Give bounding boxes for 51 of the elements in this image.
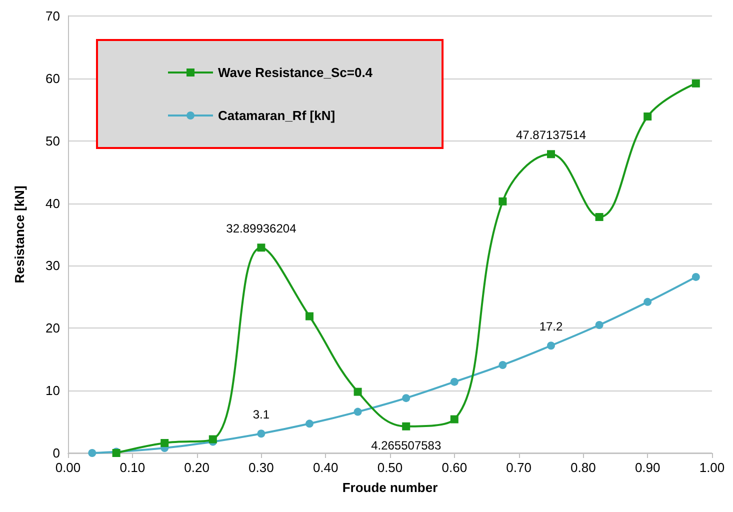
x-tick-label: 0.00 [55,460,81,475]
x-tick-label: 0.10 [120,460,146,475]
x-tick-label: 0.90 [634,460,660,475]
y-tick-label: 60 [46,70,60,86]
y-axis-title: Resistance [kN] [12,186,27,284]
x-tick-label: 0.60 [442,460,468,475]
point [644,298,652,306]
point [402,394,410,402]
y-tick-label: 0 [52,446,60,460]
point [692,79,700,88]
point [257,430,266,438]
point [450,378,458,386]
x-tick-label: 0.80 [570,460,596,475]
point [547,342,555,350]
point [306,312,314,320]
data-label: 17.2 [539,320,563,334]
point [257,244,266,252]
y-tick-label: 70 [46,8,60,24]
data-label: 4.265507583 [371,438,442,452]
y-tick-label: 10 [46,383,60,398]
point [88,449,96,457]
x-tick-label: 0.20 [184,460,210,475]
data-label: 3.1 [252,408,270,422]
point [595,213,604,222]
point [402,422,410,430]
x-tick-label: 1.00 [699,460,725,475]
x-axis-title: Froude number [342,480,438,495]
y-tick-label: 50 [46,133,60,148]
data-label: 32.89936204 [226,222,297,236]
data-label: 47.87137514 [516,128,586,142]
legend-label: Catamaran_Rf [kN] [218,108,336,123]
y-tick-label: 40 [46,196,60,211]
point [354,388,362,396]
point [450,415,458,424]
x-tick-label: 0.50 [377,460,403,475]
y-tick-label: 30 [46,258,60,274]
point [160,439,169,448]
y-tick-label: 20 [46,320,60,336]
point [306,420,314,428]
point [644,112,652,121]
point [498,197,507,206]
point [208,435,217,444]
point [547,150,555,158]
point [595,321,604,330]
x-tick-label: 0.30 [248,460,274,475]
legend-label: Wave Resistance_Sc=0.4 [218,65,374,80]
point [354,408,362,416]
x-tick-label: 0.70 [506,460,532,475]
x-tick-label: 0.40 [312,460,338,475]
point [692,272,700,281]
point [498,360,507,369]
